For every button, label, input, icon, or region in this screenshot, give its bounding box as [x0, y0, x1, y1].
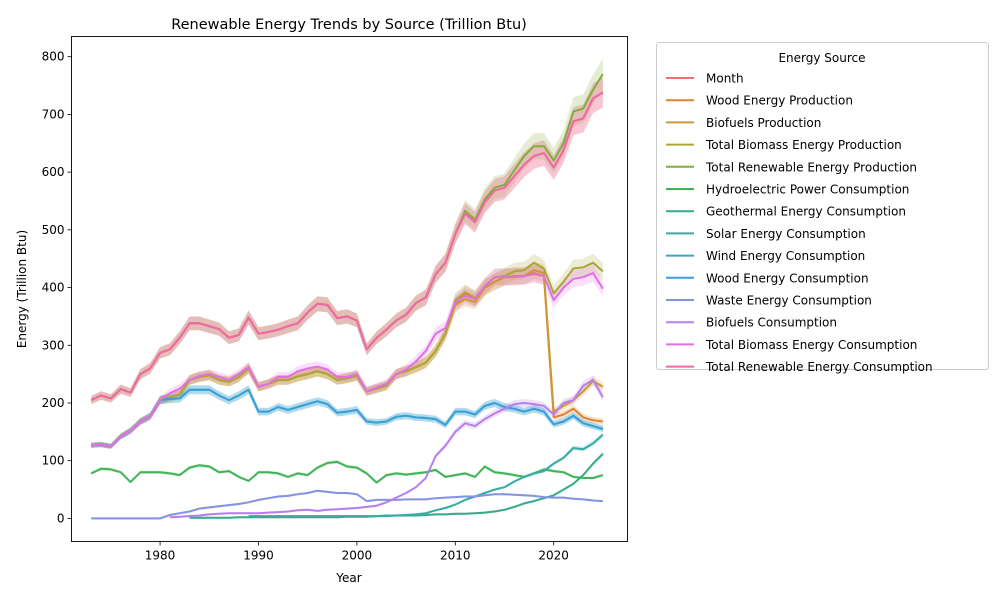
y-tick-label: 800	[42, 50, 65, 64]
legend-label: Total Biomass Energy Production	[705, 138, 902, 152]
series-band	[91, 459, 603, 484]
series-line	[90, 91, 604, 402]
legend-label: Geothermal Energy Consumption	[706, 205, 906, 219]
x-tick-label: 1990	[243, 549, 274, 563]
legend-label: Solar Energy Consumption	[706, 227, 866, 241]
x-tick-label: 2010	[440, 549, 471, 563]
legend-label: Total Renewable Energy Production	[705, 160, 917, 174]
series-band	[91, 58, 603, 405]
y-tick-label: 0	[57, 511, 65, 525]
series-line	[189, 453, 604, 519]
legend-box	[656, 42, 989, 370]
y-tick-label: 300	[42, 338, 65, 352]
y-axis-ticks: 0 100 200 300 400 500 600 700 800	[42, 50, 72, 525]
series-band	[169, 375, 603, 519]
legend-label: Wind Energy Consumption	[706, 249, 865, 263]
series-line	[91, 489, 603, 520]
x-tick-label: 2020	[538, 549, 569, 563]
series-band	[91, 264, 603, 449]
series-band	[91, 77, 603, 405]
y-tick-label: 100	[42, 454, 65, 468]
y-tick-label: 700	[42, 107, 65, 121]
plot-frame	[71, 36, 628, 542]
x-axis-ticks: 1980 1990 2000 2010 2020	[145, 541, 569, 563]
y-tick-label: 400	[42, 281, 65, 295]
legend-label: Biofuels Production	[706, 116, 821, 130]
chart-title: Renewable Energy Trends by Source (Trill…	[171, 17, 527, 33]
series-line	[248, 433, 604, 518]
legend-label: Biofuels Consumption	[706, 316, 837, 330]
x-tick-label: 1980	[145, 549, 176, 563]
x-tick-label: 2000	[342, 549, 373, 563]
series-line	[169, 378, 604, 519]
y-axis-label: Energy (Trillion Btu)	[15, 230, 29, 348]
series-line	[91, 269, 604, 448]
legend-label: Waste Energy Consumption	[706, 294, 872, 308]
x-axis-label: Year	[335, 571, 361, 585]
legend-label: Wood Energy Production	[706, 94, 853, 108]
series-line	[91, 261, 604, 448]
legend-label: Total Renewable Energy Consumption	[705, 360, 933, 374]
legend-label: Hydroelectric Power Consumption	[706, 183, 909, 197]
series-lines	[90, 73, 604, 520]
legend: Energy Source Month Wood Energy Productio…	[656, 42, 989, 374]
legend-title: Energy Source	[778, 51, 865, 65]
legend-label: Total Biomass Energy Consumption	[705, 338, 917, 352]
legend-items: Month Wood Energy Production Biofuels Prod…	[666, 72, 933, 374]
legend-label: Month	[706, 72, 744, 86]
y-tick-label: 500	[42, 223, 65, 237]
series-line	[91, 272, 604, 448]
legend-label: Wood Energy Consumption	[706, 271, 869, 285]
series-line	[90, 460, 604, 484]
series-band	[189, 451, 603, 519]
series-band	[91, 261, 603, 449]
series-line	[91, 388, 604, 448]
y-tick-label: 600	[42, 165, 65, 179]
y-tick-label: 200	[42, 396, 65, 410]
series-band	[91, 77, 603, 405]
confidence-bands	[91, 58, 603, 520]
series-line	[91, 272, 604, 448]
series-band	[91, 264, 603, 449]
